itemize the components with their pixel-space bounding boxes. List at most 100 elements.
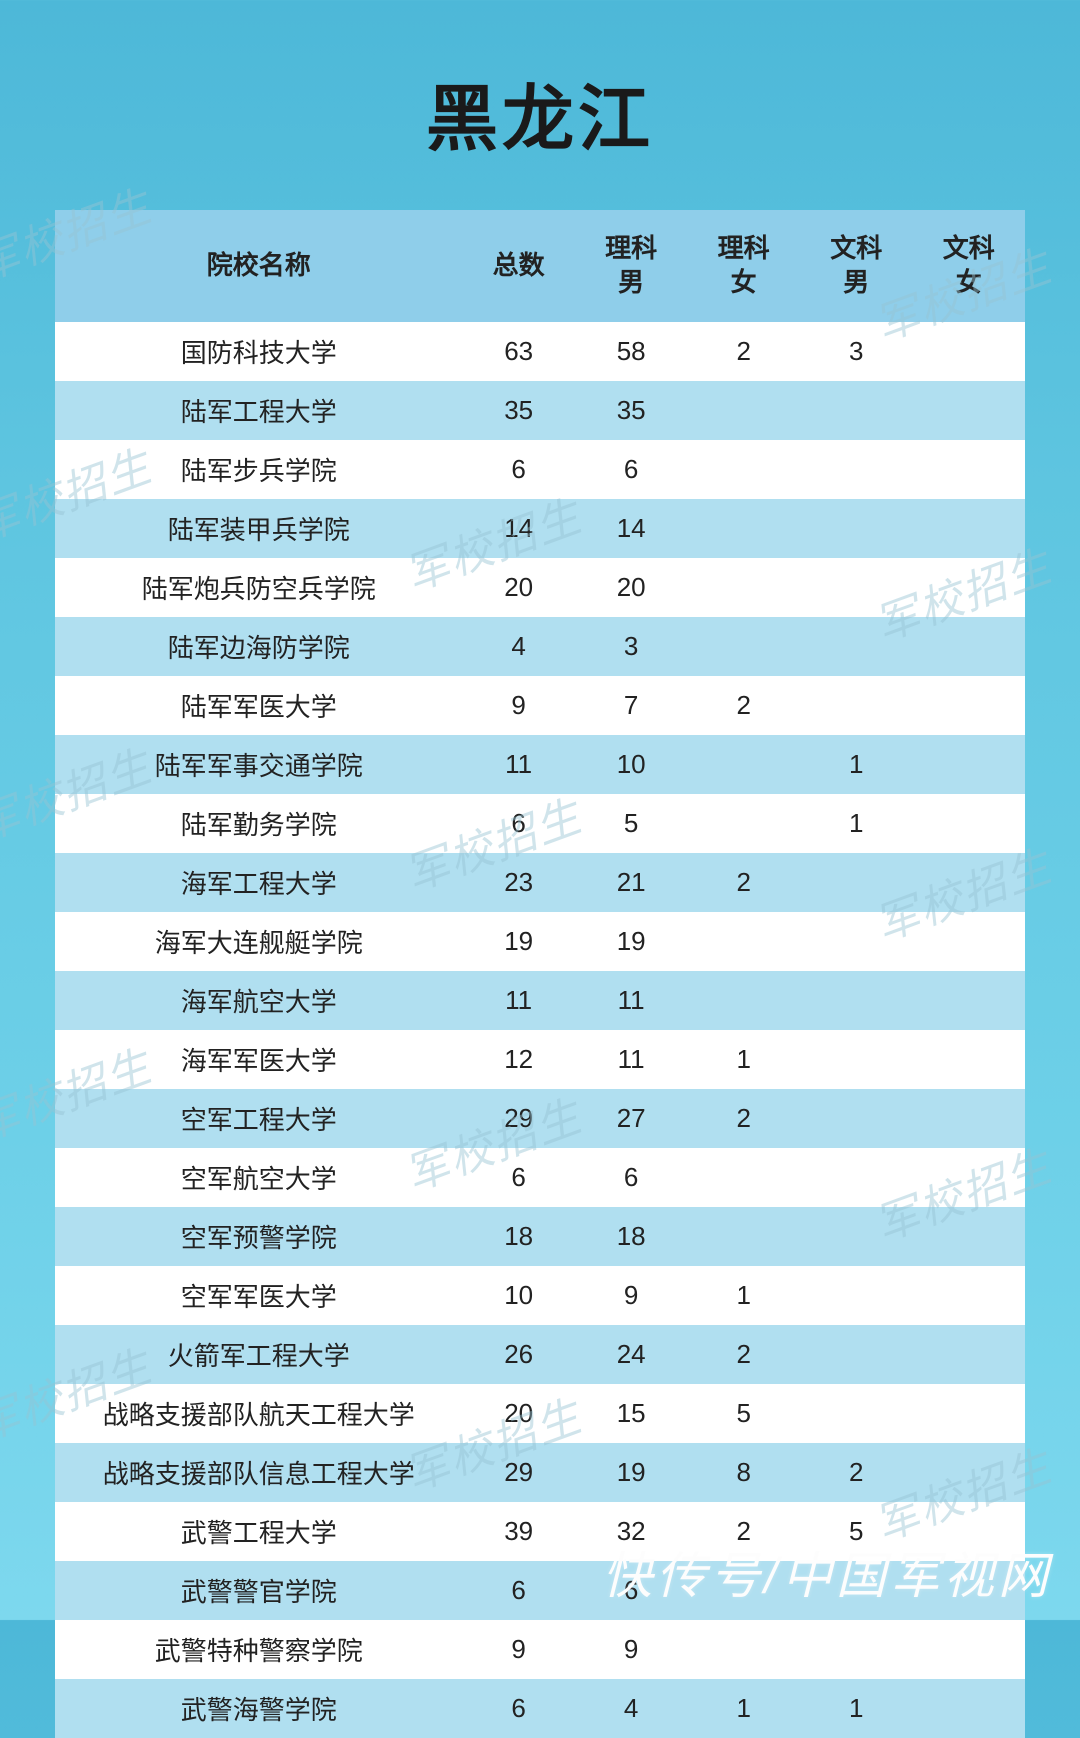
table-row: 陆军边海防学院43	[55, 617, 1025, 676]
table-row: 陆军军事交通学院1110 1	[55, 735, 1025, 794]
cell-name: 陆军步兵学院	[55, 440, 462, 499]
cell-total: 6	[462, 1148, 575, 1207]
cell-sci_m: 35	[575, 381, 688, 440]
cell-name: 武警海警学院	[55, 1679, 462, 1738]
cell-lib_f	[912, 1030, 1025, 1089]
cell-lib_f	[912, 440, 1025, 499]
cell-lib_m	[800, 1325, 913, 1384]
cell-total: 9	[462, 676, 575, 735]
table-row: 陆军工程大学3535	[55, 381, 1025, 440]
cell-total: 20	[462, 558, 575, 617]
cell-lib_f	[912, 1620, 1025, 1679]
cell-sci_f: 5	[687, 1384, 800, 1443]
table-row: 空军预警学院1818	[55, 1207, 1025, 1266]
table-row: 陆军装甲兵学院1414	[55, 499, 1025, 558]
cell-lib_m: 1	[800, 1679, 913, 1738]
col-header-total: 总数	[462, 210, 575, 322]
col-header-lib-male: 文科男	[800, 210, 913, 322]
cell-name: 陆军军医大学	[55, 676, 462, 735]
cell-sci_f: 2	[687, 1325, 800, 1384]
enrollment-table-container: 院校名称 总数 理科男 理科女 文科男 文科女 国防科技大学635823陆军工程…	[55, 210, 1025, 1738]
cell-sci_m: 20	[575, 558, 688, 617]
cell-sci_f: 2	[687, 853, 800, 912]
cell-sci_m: 11	[575, 1030, 688, 1089]
cell-lib_m	[800, 1148, 913, 1207]
cell-lib_m	[800, 1620, 913, 1679]
cell-sci_m: 10	[575, 735, 688, 794]
cell-lib_m	[800, 617, 913, 676]
table-row: 空军工程大学29272	[55, 1089, 1025, 1148]
cell-sci_f: 2	[687, 676, 800, 735]
cell-total: 63	[462, 322, 575, 381]
cell-sci_m: 7	[575, 676, 688, 735]
cell-lib_f	[912, 676, 1025, 735]
cell-sci_f	[687, 381, 800, 440]
cell-name: 空军军医大学	[55, 1266, 462, 1325]
cell-total: 29	[462, 1089, 575, 1148]
cell-lib_m	[800, 1266, 913, 1325]
table-row: 武警特种警察学院99	[55, 1620, 1025, 1679]
table-row: 海军军医大学12111	[55, 1030, 1025, 1089]
cell-total: 29	[462, 1443, 575, 1502]
cell-lib_m	[800, 1030, 913, 1089]
cell-sci_f	[687, 1620, 800, 1679]
table-row: 国防科技大学635823	[55, 322, 1025, 381]
cell-name: 海军军医大学	[55, 1030, 462, 1089]
cell-lib_m	[800, 676, 913, 735]
cell-lib_m: 1	[800, 735, 913, 794]
cell-name: 海军航空大学	[55, 971, 462, 1030]
table-row: 火箭军工程大学26242	[55, 1325, 1025, 1384]
cell-name: 陆军军事交通学院	[55, 735, 462, 794]
cell-sci_f	[687, 440, 800, 499]
enrollment-table: 院校名称 总数 理科男 理科女 文科男 文科女 国防科技大学635823陆军工程…	[55, 210, 1025, 1738]
cell-sci_m: 14	[575, 499, 688, 558]
cell-lib_f	[912, 617, 1025, 676]
cell-sci_m: 11	[575, 971, 688, 1030]
table-row: 海军航空大学1111	[55, 971, 1025, 1030]
cell-sci_f	[687, 558, 800, 617]
cell-lib_m	[800, 558, 913, 617]
cell-name: 陆军装甲兵学院	[55, 499, 462, 558]
cell-sci_f	[687, 971, 800, 1030]
cell-sci_f	[687, 1148, 800, 1207]
cell-lib_m	[800, 499, 913, 558]
table-row: 海军工程大学23212	[55, 853, 1025, 912]
cell-lib_f	[912, 1207, 1025, 1266]
cell-sci_f	[687, 735, 800, 794]
cell-name: 陆军边海防学院	[55, 617, 462, 676]
cell-total: 11	[462, 735, 575, 794]
cell-total: 19	[462, 912, 575, 971]
cell-sci_f: 8	[687, 1443, 800, 1502]
cell-sci_m: 4	[575, 1679, 688, 1738]
cell-lib_f	[912, 1443, 1025, 1502]
cell-sci_m: 9	[575, 1620, 688, 1679]
cell-total: 11	[462, 971, 575, 1030]
table-row: 海军大连舰艇学院1919	[55, 912, 1025, 971]
table-row: 陆军军医大学972	[55, 676, 1025, 735]
cell-name: 海军工程大学	[55, 853, 462, 912]
col-header-sci-male: 理科男	[575, 210, 688, 322]
cell-total: 4	[462, 617, 575, 676]
cell-sci_m: 24	[575, 1325, 688, 1384]
table-row: 陆军勤务学院651	[55, 794, 1025, 853]
cell-total: 20	[462, 1384, 575, 1443]
cell-lib_m	[800, 971, 913, 1030]
cell-lib_m	[800, 440, 913, 499]
cell-total: 12	[462, 1030, 575, 1089]
cell-name: 战略支援部队信息工程大学	[55, 1443, 462, 1502]
cell-name: 陆军工程大学	[55, 381, 462, 440]
footer-source: 快传号/中国军视网	[0, 1520, 1080, 1620]
table-header-row: 院校名称 总数 理科男 理科女 文科男 文科女	[55, 210, 1025, 322]
cell-lib_f	[912, 1266, 1025, 1325]
cell-sci_m: 58	[575, 322, 688, 381]
cell-sci_m: 5	[575, 794, 688, 853]
cell-sci_f	[687, 499, 800, 558]
cell-total: 23	[462, 853, 575, 912]
cell-lib_f	[912, 381, 1025, 440]
cell-total: 6	[462, 440, 575, 499]
cell-name: 空军工程大学	[55, 1089, 462, 1148]
cell-total: 14	[462, 499, 575, 558]
cell-sci_m: 18	[575, 1207, 688, 1266]
cell-sci_m: 3	[575, 617, 688, 676]
col-header-lib-female: 文科女	[912, 210, 1025, 322]
